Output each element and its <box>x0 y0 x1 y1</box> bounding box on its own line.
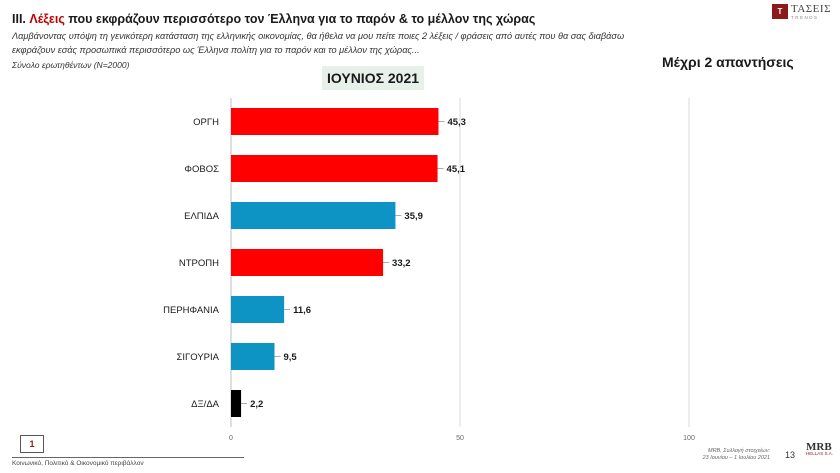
max-answers-note: Μέχρι 2 απαντήσεις <box>662 54 794 70</box>
taseis-logo: T ΤΑΣΕΙΣ TRENDS <box>772 3 832 21</box>
bar-6 <box>231 343 275 370</box>
mrb-logo: MRB HELLAS S.A. <box>806 441 834 463</box>
x-tick-label: 50 <box>456 435 464 442</box>
page-number: 13 <box>785 450 796 460</box>
category-label: ΦΟΒΟΣ <box>184 164 219 175</box>
bar-3 <box>231 202 396 229</box>
value-label: 9,5 <box>284 352 298 363</box>
bar-5 <box>231 296 285 323</box>
x-tick-label: 0 <box>229 435 233 442</box>
logo-mark: T <box>772 4 788 19</box>
logo-name: ΤΑΣΕΙΣ <box>791 3 831 15</box>
logo-sub: TRENDS <box>791 15 819 20</box>
period-label: ΙΟΥΝΙΟΣ 2021 <box>322 66 424 90</box>
value-label: 45,1 <box>447 164 466 175</box>
category-label: ΣΙΓΟΥΡΙΑ <box>177 352 220 363</box>
title-rest: που εκφράζουν περισσότερο τον Έλληνα για… <box>64 12 536 26</box>
bar-layer <box>231 108 439 417</box>
sample-base: Σύνολο ερωτηθέντων (Ν=2000) <box>12 60 130 70</box>
source-line-1: MRB, Συλλογή στοιχείων: <box>707 448 770 454</box>
value-label: 11,6 <box>293 305 311 316</box>
bar-2 <box>231 155 438 182</box>
x-tick-label: 100 <box>683 435 695 442</box>
category-label: ΝΤΡΟΠΗ <box>179 258 219 269</box>
mrb-logo-sub: HELLAS S.A. <box>806 451 834 456</box>
footer-divider <box>12 457 244 458</box>
title-accent: Λέξεις <box>29 12 65 26</box>
category-label: ΟΡΓΗ <box>193 117 219 128</box>
category-label: ΠΕΡΗΦΑΝΙΑ <box>163 305 220 316</box>
value-label: 2,2 <box>250 399 263 410</box>
footer-section: Κοινωνικό, Πολιτικό & Οικονομικό περιβάλ… <box>12 460 144 467</box>
source-line-2: 23 Ιουνίου – 1 Ιουλίου 2021 <box>702 455 770 461</box>
page-title: III. Λέξεις που εκφράζουν περισσότερο το… <box>12 12 535 26</box>
title-prefix: III. <box>12 12 30 26</box>
label-layer: ΟΡΓΗ 45,3 ΦΟΒΟΣ 45,1 ΕΛΠΙΔΑ 35,9 ΝΤΡΟΠΗ 33,2 ΠΕΡ… <box>163 117 466 410</box>
bar-1 <box>231 108 439 135</box>
value-label: 45,3 <box>447 117 466 128</box>
value-label: 33,2 <box>392 258 411 269</box>
bar-4 <box>231 249 384 276</box>
value-label: 35,9 <box>404 211 423 222</box>
mrb-logo-text: MRB <box>806 441 832 453</box>
source-note: MRB, Συλλογή στοιχείων: 23 Ιουνίου – 1 Ι… <box>655 448 770 462</box>
slide-index-box: 1 <box>20 435 44 453</box>
bar-7 <box>231 390 242 417</box>
category-label: ΕΛΠΙΔΑ <box>184 211 220 222</box>
question-text: Λαμβάνοντας υπόψη τη γενικότερη κατάστασ… <box>12 31 625 55</box>
category-label: ΔΞ/ΔΑ <box>191 399 220 410</box>
tick-layer: 0 50 100 <box>229 435 695 442</box>
